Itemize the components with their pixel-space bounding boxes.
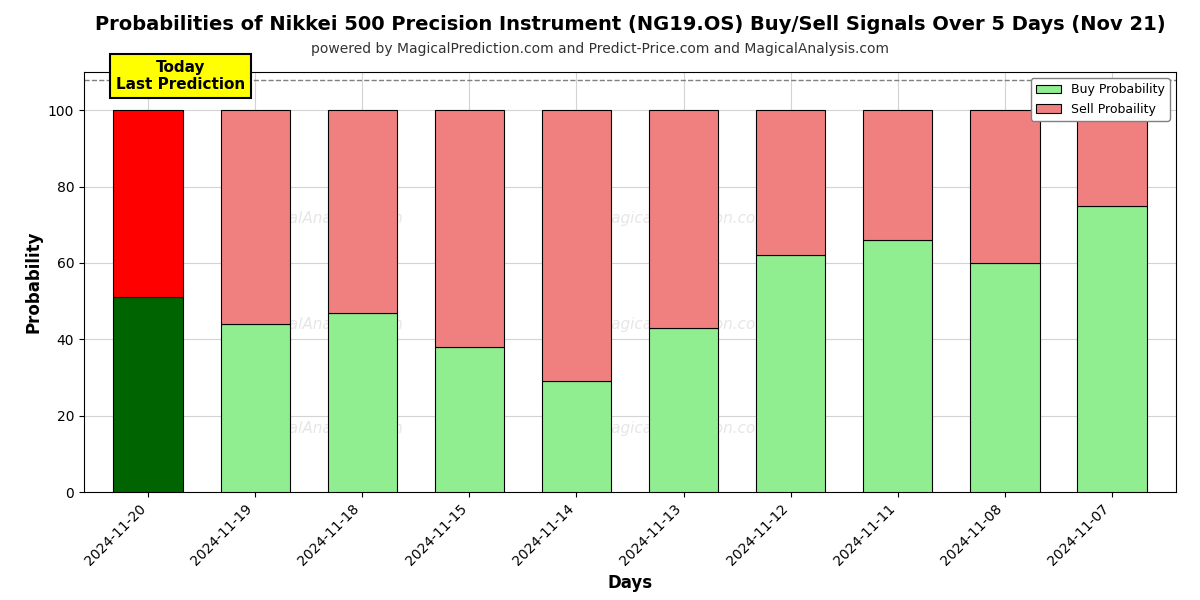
Bar [970,110,1039,263]
Text: powered by MagicalPrediction.com and Predict-Price.com and MagicalAnalysis.com: powered by MagicalPrediction.com and Pre… [311,42,889,56]
Bar [541,110,611,381]
Text: MagicalAnalysis.com: MagicalAnalysis.com [245,421,403,436]
Bar [1076,206,1146,492]
Text: MagicalPrediction.com: MagicalPrediction.com [599,317,770,331]
Bar [863,110,932,240]
Bar [756,255,826,492]
Bar [756,110,826,255]
Bar [541,381,611,492]
Bar [863,240,932,492]
Text: MagicalPrediction.com: MagicalPrediction.com [599,421,770,436]
Bar [221,110,290,324]
Text: MagicalPrediction.com: MagicalPrediction.com [599,211,770,226]
X-axis label: Days: Days [607,574,653,592]
Bar [221,324,290,492]
Title: Probabilities of Nikkei 500 Precision Instrument (NG19.OS) Buy/Sell Signals Over: Probabilities of Nikkei 500 Precision In… [95,16,1165,34]
Bar [970,263,1039,492]
Bar [649,328,719,492]
Bar [1076,110,1146,206]
Bar [649,110,719,328]
Text: Today
Last Prediction: Today Last Prediction [115,59,245,92]
Bar [434,110,504,347]
Bar [114,110,184,297]
Text: MagicalAnalysis.com: MagicalAnalysis.com [245,317,403,331]
Bar [114,297,184,492]
Text: MagicalAnalysis.com: MagicalAnalysis.com [245,211,403,226]
Bar [434,347,504,492]
Y-axis label: Probability: Probability [24,231,42,333]
Bar [328,313,397,492]
Legend: Buy Probability, Sell Probaility: Buy Probability, Sell Probaility [1031,78,1170,121]
Bar [328,110,397,313]
